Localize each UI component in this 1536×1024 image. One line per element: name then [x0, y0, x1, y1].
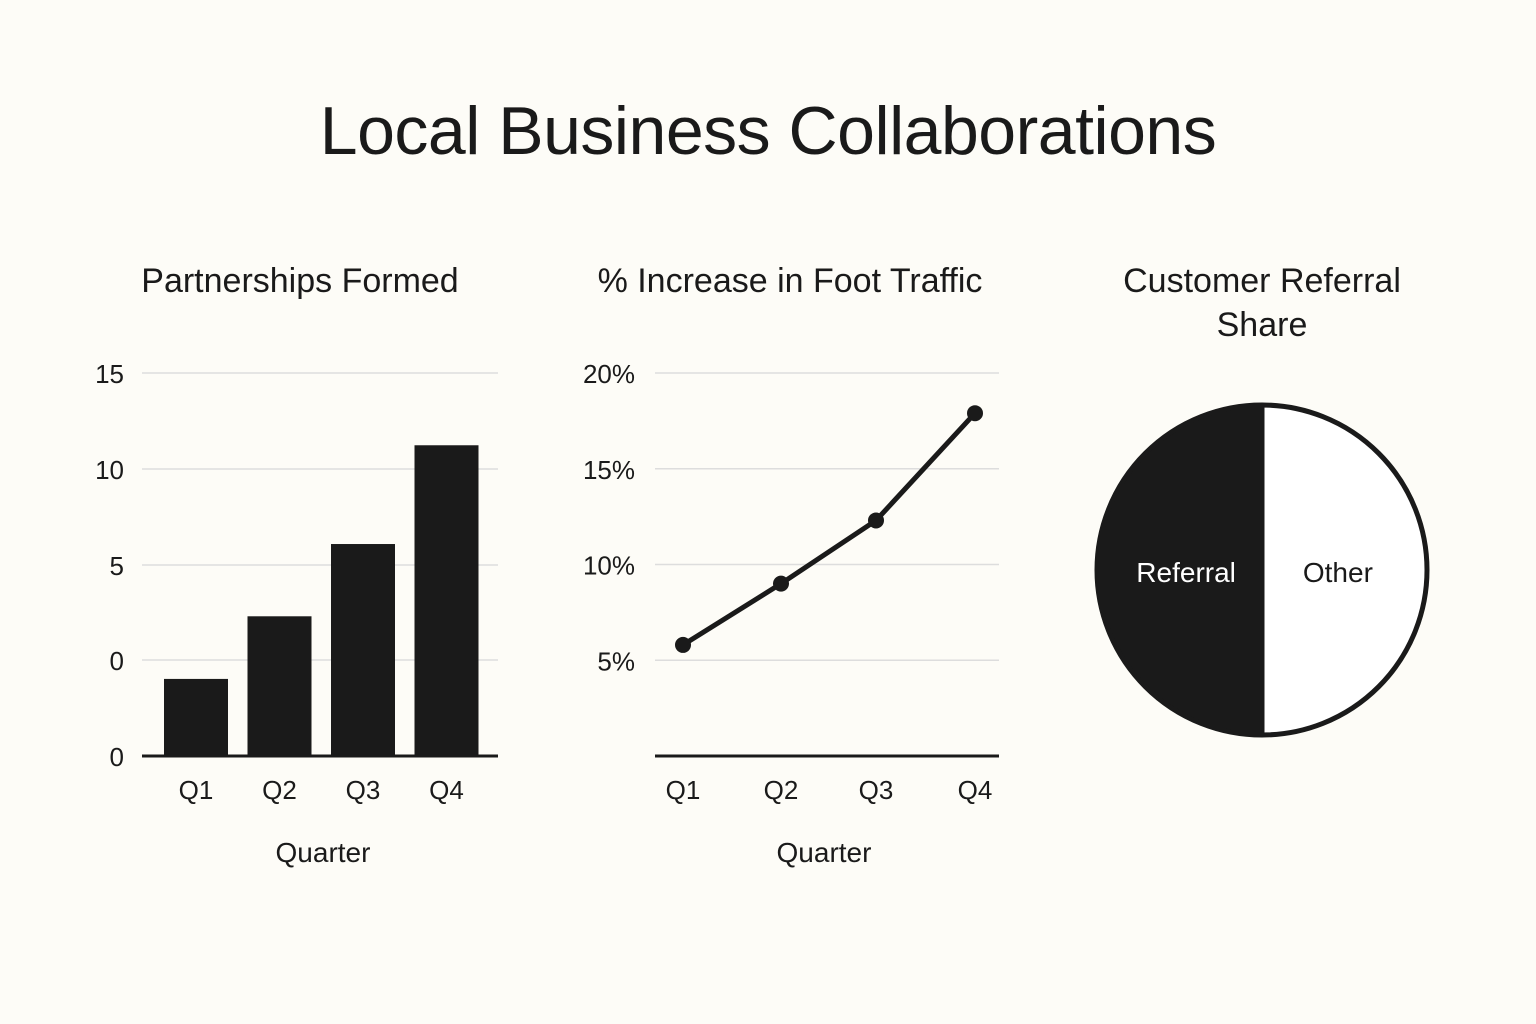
bar-q3	[331, 544, 395, 756]
bar-y-tick-label: 0	[110, 646, 124, 676]
pie-chart-title-line-1: Customer Referral	[1123, 262, 1401, 300]
bar-x-tick-label: Q3	[346, 775, 381, 805]
bar-x-tick-label: Q4	[429, 775, 464, 805]
line-series	[681, 411, 977, 648]
bar-y-tick-label: 0	[110, 742, 124, 772]
pie-slice-label: Referral	[1136, 557, 1236, 588]
bar-x-tick-label: Q2	[262, 775, 297, 805]
line-point-q2	[773, 575, 789, 592]
line-point-q3	[868, 512, 884, 529]
bar-y-tick-label: 5	[110, 551, 124, 581]
bar-q4	[414, 445, 479, 756]
bar-x-tick-label: Q1	[179, 775, 214, 805]
bar-y-tick-label: 10	[95, 455, 124, 485]
page-title: Local Business Collaborations	[319, 93, 1217, 169]
pie-chart-title-line-2: Share	[1217, 306, 1308, 344]
pie-slice-label: Other	[1303, 557, 1373, 588]
bar-q1	[164, 678, 228, 756]
line-x-axis-label: Quarter	[777, 837, 872, 868]
line-y-tick-label: 5%	[597, 646, 635, 676]
bar-x-axis-label: Quarter	[276, 837, 371, 868]
line-chart-title: % Increase in Foot Traffic	[598, 262, 983, 300]
line-y-tick-label: 15%	[583, 455, 635, 485]
line-y-tick-label: 20%	[583, 359, 635, 389]
bar-y-tick-label: 15	[95, 359, 124, 389]
line-y-tick-label: 10%	[583, 551, 635, 581]
bar-q2	[247, 616, 312, 756]
pie-slice-other	[1259, 402, 1430, 738]
line-x-tick-label: Q1	[666, 775, 701, 805]
bar-chart-title: Partnerships Formed	[141, 262, 458, 300]
line-x-tick-label: Q3	[859, 775, 894, 805]
pie-slice-referral	[1094, 402, 1265, 738]
line-point-q1	[675, 636, 691, 653]
line-point-q4	[967, 405, 983, 422]
line-x-tick-label: Q2	[764, 775, 799, 805]
line-x-tick-label: Q4	[958, 775, 993, 805]
